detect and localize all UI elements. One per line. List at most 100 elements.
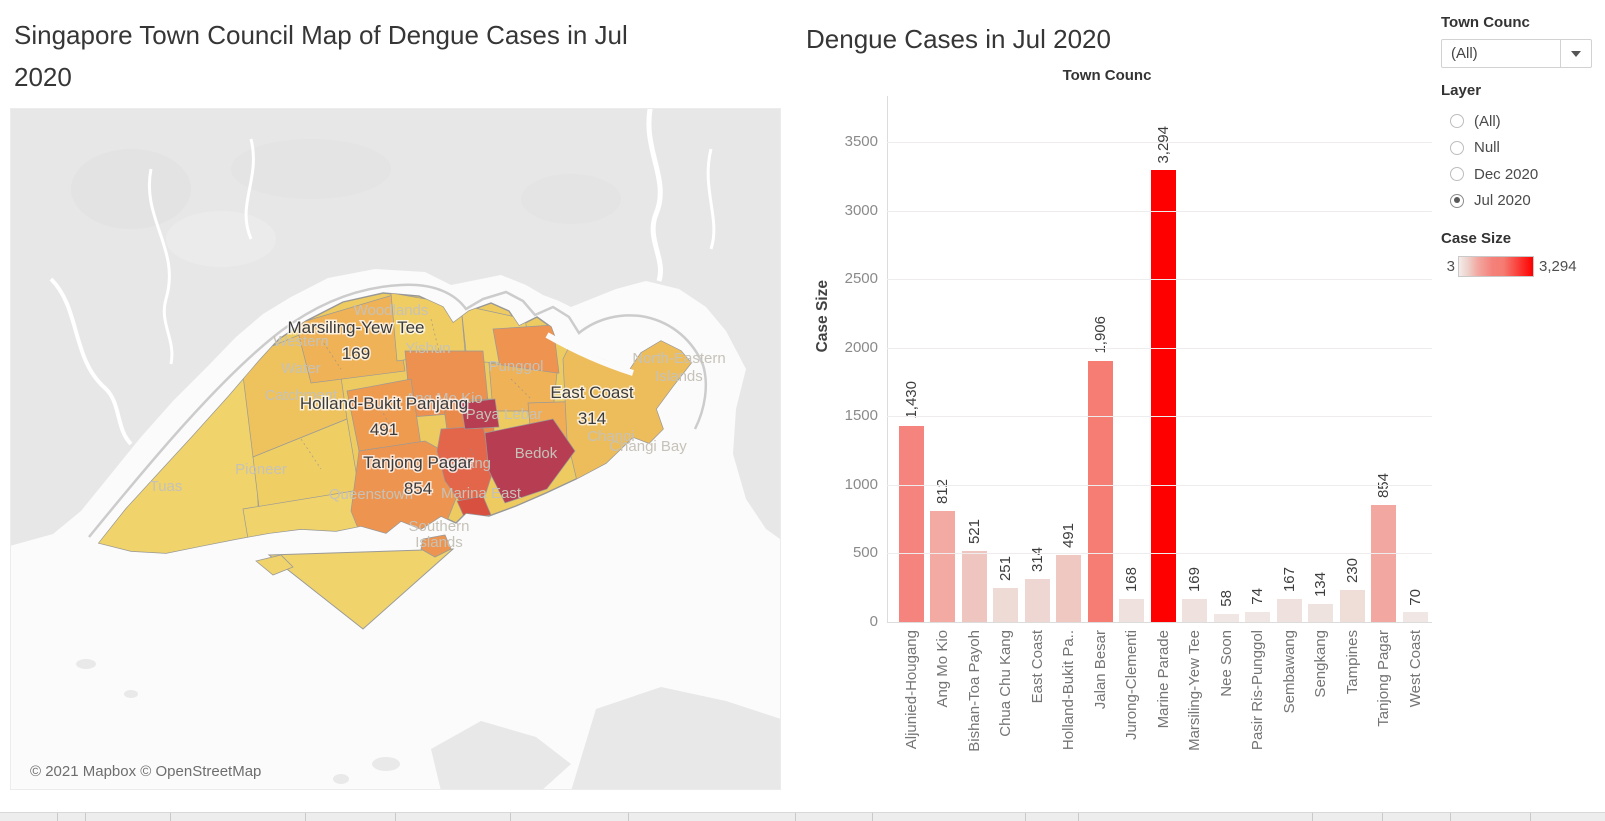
x-tick-label[interactable]: Nee Soon xyxy=(1217,630,1235,697)
strip-divider xyxy=(305,813,306,821)
map-region[interactable] xyxy=(255,554,294,576)
map-terrain-patch xyxy=(166,211,276,267)
layer-radio-jul-2020[interactable]: Jul 2020 xyxy=(1450,188,1531,214)
radio-icon[interactable] xyxy=(1450,167,1464,181)
gridline xyxy=(887,142,1432,143)
gridline xyxy=(887,347,1432,349)
strip-divider xyxy=(1078,813,1079,821)
x-tick-label[interactable]: Sengkang xyxy=(1312,630,1329,698)
x-tick-label[interactable]: Jalan Besar xyxy=(1091,630,1109,710)
gridline xyxy=(887,622,1432,623)
map-place-label: Catchment xyxy=(265,387,338,404)
y-tick-label: 500 xyxy=(852,544,878,562)
bar[interactable] xyxy=(1276,599,1302,622)
map-region-label-value: 314 xyxy=(578,409,606,428)
x-tick-label[interactable]: Marine Parade xyxy=(1154,630,1172,729)
map-place-label: Southern xyxy=(409,518,470,535)
layer-radio--all-[interactable]: (All) xyxy=(1450,108,1501,134)
bar[interactable] xyxy=(930,510,955,622)
x-tick-label[interactable]: Ang Mo Kio xyxy=(934,630,951,708)
map-place-label: Changi xyxy=(587,428,635,445)
legend-max-value: 3,294 xyxy=(1539,258,1577,275)
bar[interactable] xyxy=(1150,170,1176,622)
map-river xyxy=(49,277,133,446)
map-place-label: Marina East xyxy=(441,485,522,502)
bar-value-label: 1,430 xyxy=(902,381,920,419)
x-tick-label[interactable]: Marsiling-Yew Tee xyxy=(1186,630,1203,751)
singapore-map-svg[interactable]: Western Water Catchment Tuas Pioneer Woodland… xyxy=(6,103,787,791)
map-region-label-name: Tanjong Pagar xyxy=(363,453,473,472)
x-tick-label[interactable]: East Coast xyxy=(1028,630,1046,704)
strip-divider xyxy=(1450,813,1451,821)
bar[interactable] xyxy=(993,587,1018,622)
bar[interactable] xyxy=(898,425,924,622)
bar[interactable] xyxy=(1087,360,1113,622)
bar[interactable] xyxy=(1119,598,1144,622)
map-attribution: © 2021 Mapbox © OpenStreetMap xyxy=(30,763,262,780)
legend-min-value: 3 xyxy=(1446,258,1455,275)
bar[interactable] xyxy=(1182,598,1207,622)
bar-value-label: 70 xyxy=(1406,588,1424,606)
map-place-label: Changi Bay xyxy=(609,438,687,455)
map-boundary-line xyxy=(88,283,708,538)
map-region[interactable] xyxy=(420,534,452,558)
bar-value-label: 812 xyxy=(934,478,951,504)
radio-label: Dec 2020 xyxy=(1474,165,1539,183)
bar[interactable] xyxy=(1024,578,1050,622)
map-region-label-value: 854 xyxy=(404,479,432,498)
map-region[interactable] xyxy=(295,294,406,384)
strip-divider xyxy=(1530,813,1531,821)
x-tick-label[interactable]: Bishan-Toa Payoh xyxy=(965,630,983,752)
y-tick-label: 3500 xyxy=(844,133,878,150)
bar[interactable] xyxy=(1402,612,1428,622)
gridline xyxy=(887,416,1432,418)
x-tick-label[interactable]: Chua Chu Kang xyxy=(997,630,1014,737)
x-tick-label[interactable]: Tampines xyxy=(1343,630,1361,695)
strip-divider xyxy=(1025,813,1026,821)
bar[interactable] xyxy=(1056,554,1081,622)
y-tick-label: 2500 xyxy=(844,270,878,288)
map-place-label: Tuas xyxy=(150,478,183,495)
x-tick-label[interactable]: Pasir Ris-Punggol xyxy=(1249,630,1266,751)
strip-divider xyxy=(628,813,629,821)
bar[interactable] xyxy=(1339,590,1365,622)
bar[interactable] xyxy=(1213,614,1239,622)
gridline xyxy=(887,210,1432,212)
strip-divider xyxy=(170,813,171,821)
x-tick-label[interactable]: Sembawang xyxy=(1280,630,1298,714)
map-place-label: Woodlands xyxy=(354,302,429,319)
bar[interactable] xyxy=(1371,504,1396,622)
dropdown-arrow-button[interactable] xyxy=(1560,40,1591,67)
map-region[interactable] xyxy=(456,495,492,520)
layer-radio-null[interactable]: Null xyxy=(1450,135,1500,161)
map-region[interactable] xyxy=(484,418,576,504)
x-tick-label[interactable]: Tanjong Pagar xyxy=(1375,630,1392,727)
bar-chart-plot[interactable]: 1,430 812 521 251 314 491 1,906 168 3,294 169 58 74… xyxy=(0,96,1605,622)
x-tick-label[interactable]: Holland-Bukit Pa.. xyxy=(1060,630,1077,751)
radio-icon[interactable] xyxy=(1450,193,1464,208)
map-region[interactable] xyxy=(267,548,455,630)
map-landmass-island xyxy=(431,721,571,791)
map-region[interactable] xyxy=(460,398,500,430)
radio-icon[interactable] xyxy=(1450,114,1464,128)
map-place-label: North-Eastern xyxy=(632,350,725,367)
choropleth-map[interactable]: Western Water Catchment Tuas Pioneer Woodland… xyxy=(6,103,787,791)
bar[interactable] xyxy=(1308,603,1333,622)
strip-divider xyxy=(85,813,86,821)
bar-value-label: 58 xyxy=(1217,590,1235,608)
layer-radio-dec-2020[interactable]: Dec 2020 xyxy=(1450,161,1538,187)
map-terrain-patch xyxy=(71,149,191,229)
bar[interactable] xyxy=(961,550,987,622)
map-place-label: Pioneer xyxy=(235,461,287,478)
x-tick-label[interactable]: Aljunied-Hougang xyxy=(902,630,920,750)
y-tick-label: 2000 xyxy=(844,338,878,356)
map-region[interactable] xyxy=(492,324,560,374)
case-size-gradient-legend[interactable] xyxy=(1458,256,1534,277)
x-tick-label[interactable]: Jurong-Clementi xyxy=(1123,630,1140,741)
map-place-label: Islands xyxy=(655,368,703,385)
chart-column-header: Town Counc xyxy=(1062,67,1152,84)
x-tick-label[interactable]: West Coast xyxy=(1406,630,1424,708)
town-counc-dropdown[interactable]: (All) xyxy=(1441,39,1592,68)
bar[interactable] xyxy=(1245,611,1270,622)
radio-icon[interactable] xyxy=(1450,140,1464,155)
